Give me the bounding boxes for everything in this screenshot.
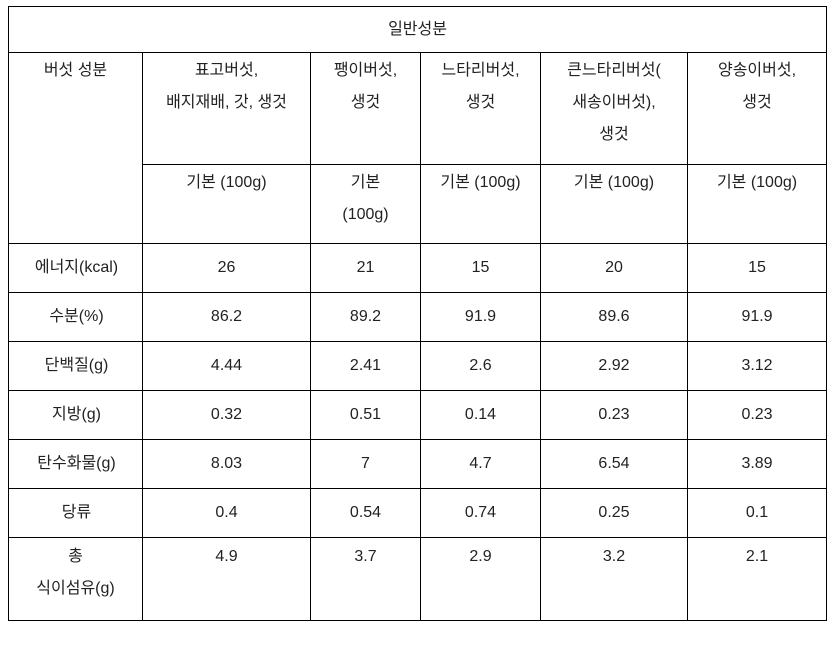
table-cell: 15 (686, 243, 828, 293)
table-cell: 3.89 (686, 439, 828, 489)
basis-row: 기본 (100g) 기본 (100g) 기본 (100g) 기본 (100g) … (9, 164, 828, 244)
table-cell: 2.92 (540, 341, 688, 391)
row-label: 지방(g) (8, 390, 143, 440)
table-row: 탄수화물(g) 8.03 7 4.7 6.54 3.89 (8, 439, 828, 489)
table-title: 일반성분 (7, 6, 828, 53)
table-row: 에너지(kcal) 26 21 15 20 15 (8, 243, 828, 293)
column-header: 느타리버섯, 생것 (420, 52, 541, 165)
table-cell: 6.54 (540, 439, 688, 489)
table-row: 총 식이섬유(g) 4.9 3.7 2.9 3.2 2.1 (8, 537, 828, 621)
table-cell: 3.7 (310, 537, 421, 621)
table-cell: 2.9 (420, 537, 541, 621)
nutrition-table: 일반성분 버섯 성분 표고버섯, 배지재배, 갓, 생것 팽이버섯, 생것 느타… (7, 6, 828, 621)
table-cell: 2.6 (420, 341, 541, 391)
row-label: 탄수화물(g) (8, 439, 143, 489)
row-label: 에너지(kcal) (8, 243, 143, 293)
table-cell: 0.25 (540, 488, 688, 538)
table-cell: 2.1 (686, 537, 828, 621)
table-cell: 91.9 (420, 292, 541, 342)
column-header: 큰느타리버섯( 새송이버섯), 생것 (540, 52, 688, 165)
table-cell: 4.7 (420, 439, 541, 489)
table-cell: 0.1 (686, 488, 828, 538)
table-cell: 89.2 (310, 292, 421, 342)
column-header: 팽이버섯, 생것 (310, 52, 421, 165)
table-cell: 91.9 (686, 292, 828, 342)
table-cell: 21 (310, 243, 421, 293)
table-cell: 3.12 (686, 341, 828, 391)
basis-cell: 기본 (100g) (310, 164, 421, 244)
table-row: 단백질(g) 4.44 2.41 2.6 2.92 3.12 (8, 341, 828, 391)
table-row: 수분(%) 86.2 89.2 91.9 89.6 91.9 (8, 292, 828, 342)
row-label: 단백질(g) (8, 341, 143, 391)
table-row: 당류 0.4 0.54 0.74 0.25 0.1 (8, 488, 828, 538)
table-cell: 0.23 (686, 390, 828, 440)
table-cell: 0.74 (420, 488, 541, 538)
table-cell: 7 (310, 439, 421, 489)
column-header: 표고버섯, 배지재배, 갓, 생것 (142, 52, 311, 165)
header-row: 버섯 성분 표고버섯, 배지재배, 갓, 생것 팽이버섯, 생것 느타리버섯, … (8, 52, 828, 244)
row-label: 당류 (8, 488, 143, 538)
table-cell: 0.54 (310, 488, 421, 538)
table-cell: 4.9 (142, 537, 311, 621)
table-cell: 0.4 (142, 488, 311, 538)
table-cell: 15 (420, 243, 541, 293)
table-cell: 26 (142, 243, 311, 293)
table-cell: 4.44 (142, 341, 311, 391)
table-cell: 0.51 (310, 390, 421, 440)
row-label: 수분(%) (8, 292, 143, 342)
table-cell: 8.03 (142, 439, 311, 489)
table-row: 지방(g) 0.32 0.51 0.14 0.23 0.23 (8, 390, 828, 440)
table-cell: 2.41 (310, 341, 421, 391)
basis-cell: 기본 (100g) (142, 164, 311, 244)
basis-cell: 기본 (100g) (686, 164, 828, 244)
row-label: 총 식이섬유(g) (8, 537, 143, 621)
table-cell: 89.6 (540, 292, 688, 342)
basis-cell: 기본 (100g) (420, 164, 541, 244)
table-cell: 0.14 (420, 390, 541, 440)
table-cell: 0.32 (142, 390, 311, 440)
row-header-label: 버섯 성분 (8, 52, 143, 244)
table-cell: 0.23 (540, 390, 688, 440)
table-cell: 20 (540, 243, 688, 293)
basis-cell: 기본 (100g) (540, 164, 688, 244)
table-cell: 86.2 (142, 292, 311, 342)
table-cell: 3.2 (540, 537, 688, 621)
column-header: 양송이버섯, 생것 (686, 52, 828, 165)
